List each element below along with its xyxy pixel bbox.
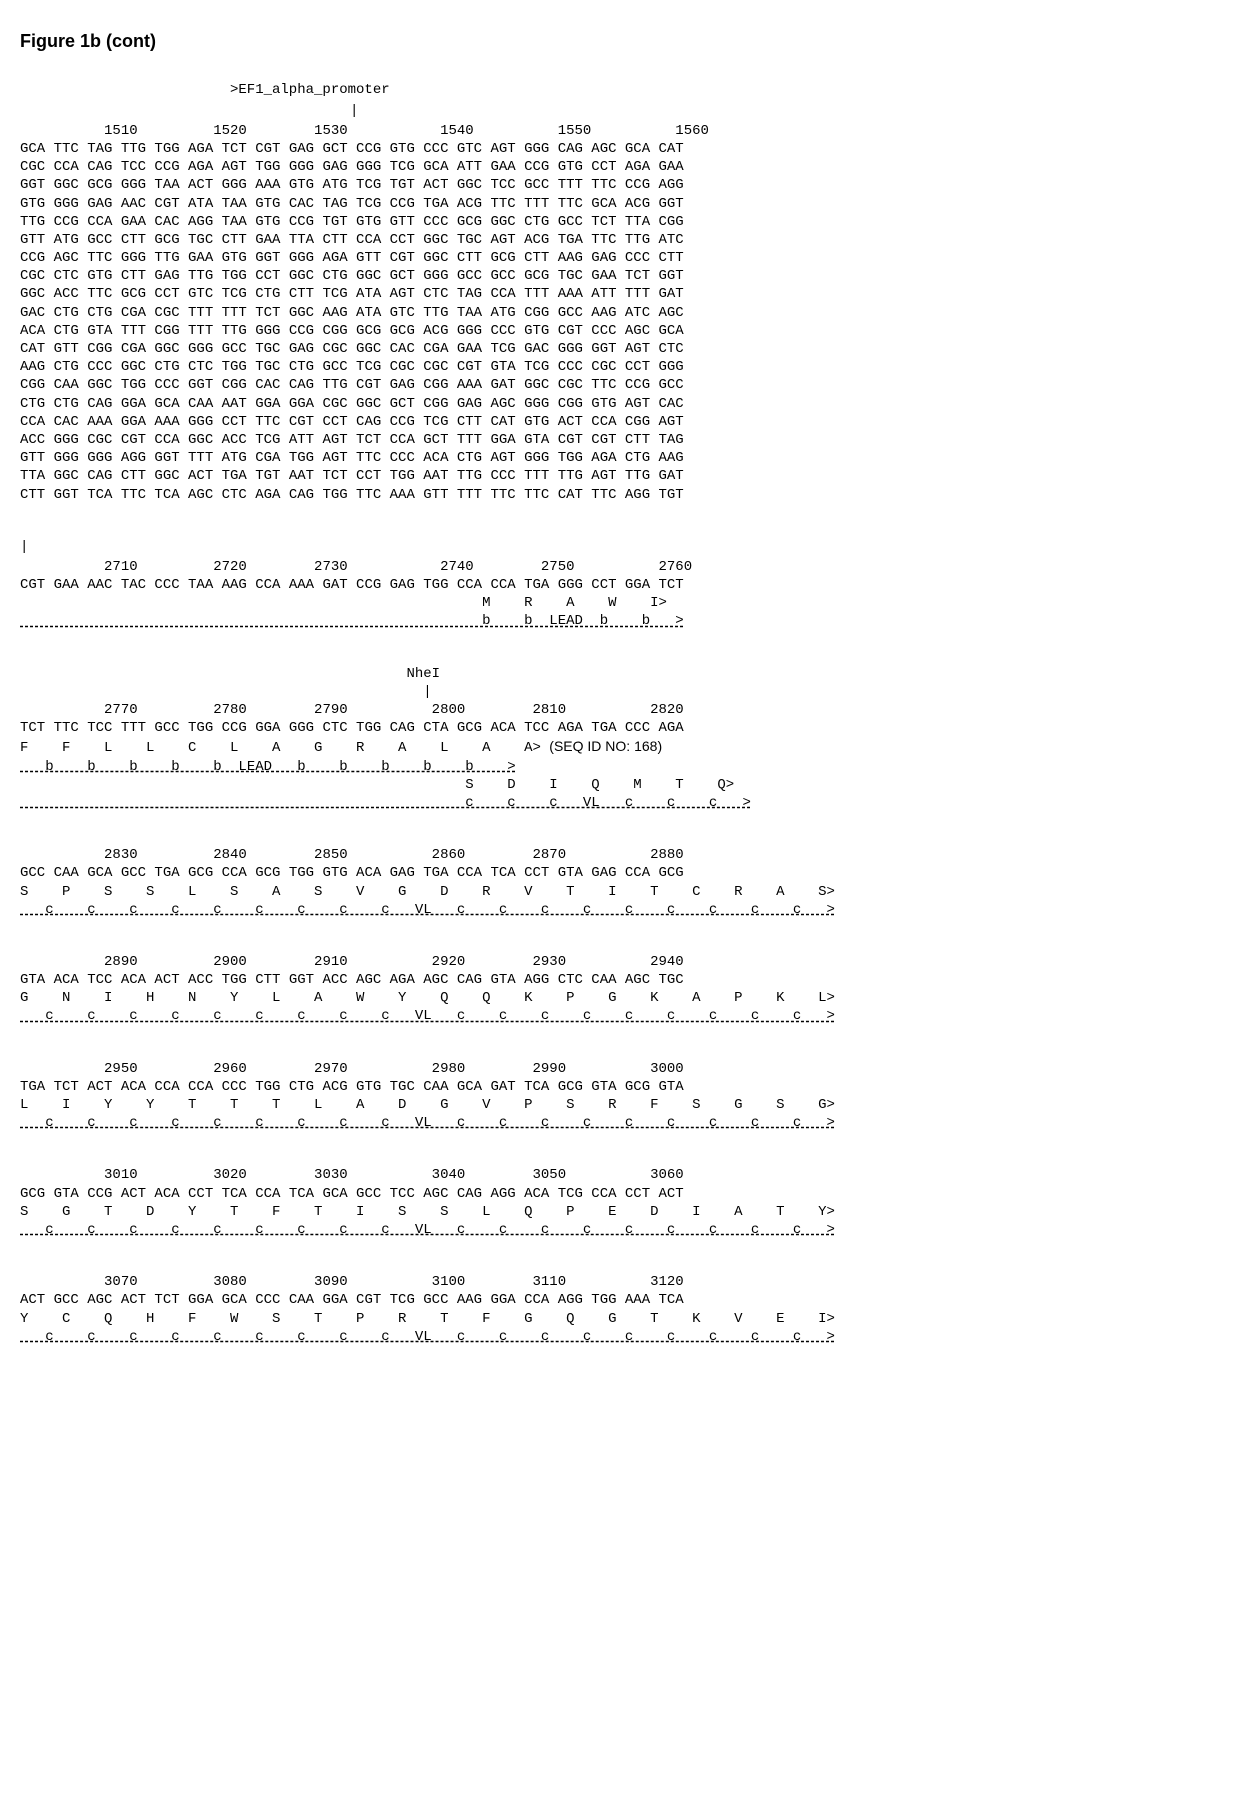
seq-id-note: (SEQ ID NO: 168) — [549, 738, 662, 754]
aa-row: Y C Q H F W S T P R T F G Q G T K V E I> — [20, 1310, 1220, 1328]
position-ruler: 1510 1520 1530 1540 1550 1560 — [20, 122, 1220, 140]
feature-tick: | — [350, 102, 1220, 120]
aa-row: S P S S L S A S V G D R V T I T C R A S> — [20, 883, 1220, 901]
position-ruler: 3010 3020 3030 3040 3050 3060 — [20, 1166, 1220, 1184]
dna-row: GAC CTG CTG CGA CGC TTT TTT TCT GGC AAG … — [20, 304, 1220, 322]
sequence-block-3: NheI | 2770 2780 2790 2800 2810 2820 TCT… — [20, 665, 1220, 813]
aa-row: M R A W I> — [20, 594, 1220, 612]
position-ruler: 2890 2900 2910 2920 2930 2940 — [20, 953, 1220, 971]
sequence-block-5: 2890 2900 2910 2920 2930 2940 GTA ACA TC… — [20, 953, 1220, 1026]
dna-row: ACA CTG GTA TTT CGG TTT TTG GGG CCG CGG … — [20, 322, 1220, 340]
position-ruler: 2770 2780 2790 2800 2810 2820 — [20, 701, 1220, 719]
dna-row: GTT GGG GGG AGG GGT TTT ATG CGA TGG AGT … — [20, 449, 1220, 467]
sequence-block-7: 3010 3020 3030 3040 3050 3060 GCG GTA CC… — [20, 1166, 1220, 1239]
feature-annotation: c c c c c c c c c VL c c c c c c c c c > — [20, 901, 1220, 919]
dna-row: GTA ACA TCC ACA ACT ACC TGG CTT GGT ACC … — [20, 971, 1220, 989]
dna-row: CTT GGT TCA TTC TCA AGC CTC AGA CAG TGG … — [20, 486, 1220, 504]
aa-row: S D I Q M T Q> — [20, 776, 1220, 794]
restriction-site-tick: | — [20, 683, 1220, 701]
position-ruler: 2950 2960 2970 2980 2990 3000 — [20, 1060, 1220, 1078]
sequence-block-8: 3070 3080 3090 3100 3110 3120 ACT GCC AG… — [20, 1273, 1220, 1346]
aa-row: F F L L C L A G R A L A A> (SEQ ID NO: 1… — [20, 737, 1220, 757]
dna-row: AAG CTG CCC GGC CTG CTC TGG TGC CTG GCC … — [20, 358, 1220, 376]
dna-row: CGG CAA GGC TGG CCC GGT CGG CAC CAG TTG … — [20, 376, 1220, 394]
dna-row: GCC CAA GCA GCC TGA GCG CCA GCG TGG GTG … — [20, 864, 1220, 882]
position-ruler: 3070 3080 3090 3100 3110 3120 — [20, 1273, 1220, 1291]
feature-annotation: c c c c c c c c c VL c c c c c c c c c > — [20, 1221, 1220, 1239]
dna-row: CTG CTG CAG GGA GCA CAA AAT GGA GGA CGC … — [20, 395, 1220, 413]
feature-annotation: b b b b b LEAD b b b b b > — [20, 758, 1220, 776]
feature-annotation: c c c c c c c c c VL c c c c c c c c c > — [20, 1328, 1220, 1346]
sequence-block-4: 2830 2840 2850 2860 2870 2880 GCC CAA GC… — [20, 846, 1220, 919]
sequence-block-2: 2710 2720 2730 2740 2750 2760 CGT GAA AA… — [20, 558, 1220, 631]
aa-row: G N I H N Y L A W Y Q Q K P G K A P K L> — [20, 989, 1220, 1007]
sequence-block-6: 2950 2960 2970 2980 2990 3000 TGA TCT AC… — [20, 1060, 1220, 1133]
feature-header: >EF1_alpha_promoter — [230, 81, 1220, 99]
sequence-block-1: 1510 1520 1530 1540 1550 1560 GCA TTC TA… — [20, 122, 1220, 504]
feature-annotation: b b LEAD b b > — [20, 612, 1220, 630]
dna-row: GGT GGC GCG GGG TAA ACT GGG AAA GTG ATG … — [20, 176, 1220, 194]
aa-row: S G T D Y T F T I S S L Q P E D I A T Y> — [20, 1203, 1220, 1221]
dna-row: GCG GTA CCG ACT ACA CCT TCA CCA TCA GCA … — [20, 1185, 1220, 1203]
dna-row: ACT GCC AGC ACT TCT GGA GCA CCC CAA GGA … — [20, 1291, 1220, 1309]
dna-row: CGC CTC GTG CTT GAG TTG TGG CCT GGC CTG … — [20, 267, 1220, 285]
dna-row: CAT GTT CGG CGA GGC GGG GCC TGC GAG CGC … — [20, 340, 1220, 358]
position-ruler: 2710 2720 2730 2740 2750 2760 — [20, 558, 1220, 576]
feature-annotation: c c c c c c c c c VL c c c c c c c c c > — [20, 1007, 1220, 1025]
cursor-mark: | — [20, 538, 1220, 556]
dna-row: TTA GGC CAG CTT GGC ACT TGA TGT AAT TCT … — [20, 467, 1220, 485]
feature-annotation: c c c VL c c c > — [20, 794, 1220, 812]
aa-row: L I Y Y T T T L A D G V P S R F S G S G> — [20, 1096, 1220, 1114]
dna-row: CCG AGC TTC GGG TTG GAA GTG GGT GGG AGA … — [20, 249, 1220, 267]
feature-annotation: c c c c c c c c c VL c c c c c c c c c > — [20, 1114, 1220, 1132]
dna-row: GCA TTC TAG TTG TGG AGA TCT CGT GAG GCT … — [20, 140, 1220, 158]
dna-row: GTG GGG GAG AAC CGT ATA TAA GTG CAC TAG … — [20, 195, 1220, 213]
dna-row: TCT TTC TCC TTT GCC TGG CCG GGA GGG CTC … — [20, 719, 1220, 737]
dna-row: CGC CCA CAG TCC CCG AGA AGT TGG GGG GAG … — [20, 158, 1220, 176]
figure-title: Figure 1b (cont) — [20, 30, 1220, 53]
dna-row: TTG CCG CCA GAA CAC AGG TAA GTG CCG TGT … — [20, 213, 1220, 231]
restriction-site-label: NheI — [20, 665, 1220, 683]
dna-row: GTT ATG GCC CTT GCG TGC CTT GAA TTA CTT … — [20, 231, 1220, 249]
position-ruler: 2830 2840 2850 2860 2870 2880 — [20, 846, 1220, 864]
dna-row: GGC ACC TTC GCG CCT GTC TCG CTG CTT TCG … — [20, 285, 1220, 303]
dna-row: ACC GGG CGC CGT CCA GGC ACC TCG ATT AGT … — [20, 431, 1220, 449]
dna-row: CGT GAA AAC TAC CCC TAA AAG CCA AAA GAT … — [20, 576, 1220, 594]
dna-row: TGA TCT ACT ACA CCA CCA CCC TGG CTG ACG … — [20, 1078, 1220, 1096]
dna-row: CCA CAC AAA GGA AAA GGG CCT TTC CGT CCT … — [20, 413, 1220, 431]
